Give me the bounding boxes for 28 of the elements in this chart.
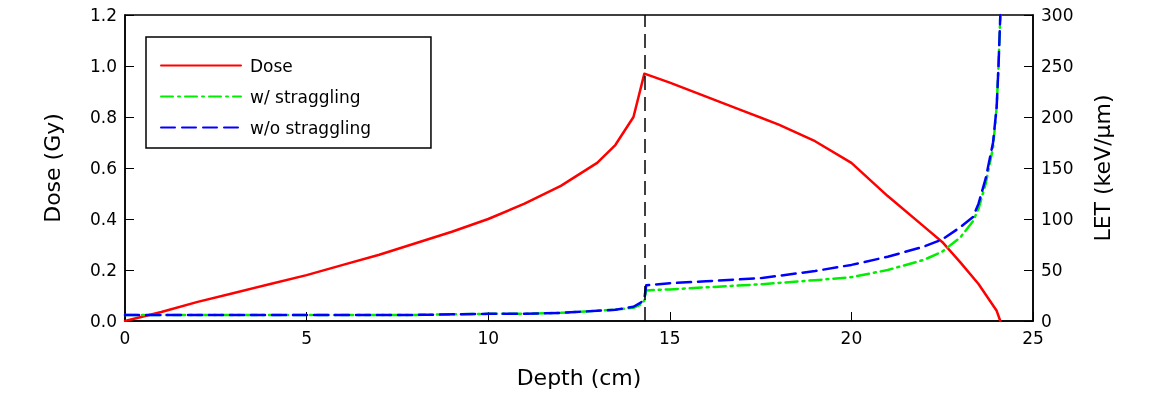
y-axis-title: Dose (Gy): [39, 113, 65, 223]
y-tick-label: 1.2: [89, 5, 117, 25]
legend-label: w/o straggling: [250, 117, 371, 138]
x-tick-label: 5: [301, 327, 313, 348]
y-tick-label: 0.0: [89, 311, 117, 331]
y2-tick-label: 100: [1041, 209, 1074, 229]
y-tick-label: 1.0: [89, 56, 117, 76]
y2-tick-label: 0: [1041, 311, 1052, 331]
y2-tick-label: 150: [1041, 158, 1074, 178]
y2-tick-label: 50: [1041, 260, 1063, 280]
y-tick-label: 0.6: [89, 158, 117, 178]
x-tick-label: 25: [1022, 327, 1044, 348]
y-tick-label: 0.4: [89, 209, 117, 229]
y2-axis-title: LET (keV/µm): [1089, 94, 1115, 242]
x-tick-label: 15: [658, 327, 681, 348]
y2-tick-label: 200: [1041, 107, 1074, 127]
y-tick-label: 0.2: [89, 260, 117, 280]
x-tick-label: 20: [840, 327, 863, 348]
legend-label: Dose: [250, 55, 293, 76]
line-series: [123, 13, 1002, 317]
y-tick-label: 0.8: [89, 107, 117, 127]
y2-tick-label: 300: [1041, 5, 1074, 25]
x-tick-label: 10: [477, 327, 500, 348]
y2-tick-label: 250: [1041, 56, 1074, 76]
line-series: [123, 72, 1002, 323]
legend-label: w/ straggling: [250, 86, 361, 107]
x-tick-label: 0: [119, 327, 131, 348]
x-axis-title: Depth (cm): [516, 364, 642, 390]
